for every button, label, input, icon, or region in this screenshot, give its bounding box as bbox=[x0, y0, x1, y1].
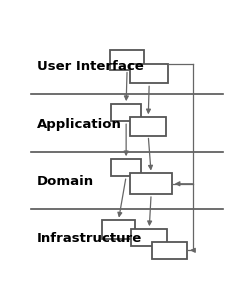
Bar bbox=[130, 173, 172, 194]
Bar bbox=[102, 221, 135, 239]
Bar bbox=[110, 50, 144, 70]
Text: Domain: Domain bbox=[37, 175, 94, 188]
Bar bbox=[130, 64, 168, 83]
Bar bbox=[152, 242, 187, 259]
Text: Infrastructure: Infrastructure bbox=[37, 232, 142, 245]
Text: Application: Application bbox=[37, 118, 122, 131]
Text: User Interface: User Interface bbox=[37, 60, 144, 73]
Bar bbox=[131, 229, 167, 246]
Bar bbox=[111, 104, 141, 121]
Bar bbox=[130, 117, 166, 136]
Bar bbox=[111, 159, 141, 176]
